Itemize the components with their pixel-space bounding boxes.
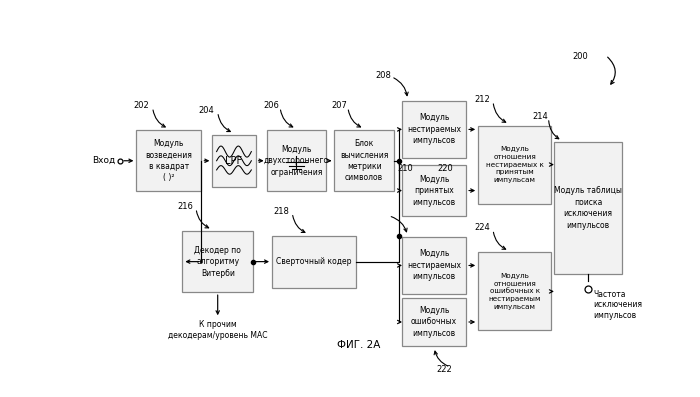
FancyBboxPatch shape: [402, 298, 466, 346]
Text: 212: 212: [474, 95, 490, 104]
Text: Модуль
принятых
импульсов: Модуль принятых импульсов: [412, 175, 456, 206]
FancyBboxPatch shape: [478, 252, 552, 330]
Text: Модуль таблицы
поиска
исключения
импульсов: Модуль таблицы поиска исключения импульс…: [554, 187, 622, 230]
Text: ФИГ. 2А: ФИГ. 2А: [337, 340, 380, 350]
Text: 206: 206: [264, 101, 280, 110]
FancyBboxPatch shape: [402, 237, 466, 294]
Text: Модуль
нестираемых
импульсов: Модуль нестираемых импульсов: [407, 249, 461, 281]
FancyBboxPatch shape: [272, 236, 356, 287]
Text: 202: 202: [134, 101, 149, 110]
Text: Модуль
отношения
ошибочных к
нестираемым
импульсам: Модуль отношения ошибочных к нестираемым…: [489, 273, 541, 310]
Text: LPF: LPF: [225, 156, 242, 166]
Text: К прочим
декодерам/уровень МАС: К прочим декодерам/уровень МАС: [168, 320, 267, 340]
Text: 207: 207: [332, 101, 347, 110]
Text: 210: 210: [398, 164, 414, 173]
Text: 222: 222: [437, 364, 453, 374]
FancyBboxPatch shape: [478, 125, 552, 204]
FancyBboxPatch shape: [183, 231, 253, 292]
Text: 220: 220: [438, 164, 453, 173]
FancyBboxPatch shape: [212, 135, 256, 187]
FancyBboxPatch shape: [335, 130, 394, 191]
Text: Декодер по
алгоритму
Витерби: Декодер по алгоритму Витерби: [195, 246, 241, 278]
Text: 216: 216: [177, 202, 193, 211]
FancyBboxPatch shape: [554, 143, 622, 274]
Text: Модуль
возведения
в квадрат
( )²: Модуль возведения в квадрат ( )²: [146, 139, 192, 182]
Text: Частота
исключения
импульсов: Частота исключения импульсов: [594, 290, 643, 320]
Text: Вход: Вход: [92, 156, 115, 165]
Text: 214: 214: [532, 112, 548, 121]
Text: Блок
вычисления
метрики
символов: Блок вычисления метрики символов: [340, 139, 388, 182]
Text: 224: 224: [474, 224, 490, 232]
FancyBboxPatch shape: [267, 130, 326, 191]
Text: Модуль
ошибочных
импульсов: Модуль ошибочных импульсов: [411, 306, 457, 338]
Text: 218: 218: [273, 206, 289, 216]
Text: Модуль
двухстороннего
ограничения: Модуль двухстороннего ограничения: [264, 145, 329, 177]
Text: 204: 204: [199, 106, 214, 115]
Text: Модуль
нестираемых
импульсов: Модуль нестираемых импульсов: [407, 114, 461, 145]
FancyBboxPatch shape: [402, 165, 466, 216]
Text: 208: 208: [375, 71, 391, 79]
FancyBboxPatch shape: [136, 130, 202, 191]
Text: Сверточный кодер: Сверточный кодер: [276, 257, 351, 266]
Text: Модуль
отношения
нестираемых к
принятым
импульсам: Модуль отношения нестираемых к принятым …: [486, 146, 544, 183]
FancyBboxPatch shape: [402, 101, 466, 158]
Text: 200: 200: [572, 52, 588, 61]
